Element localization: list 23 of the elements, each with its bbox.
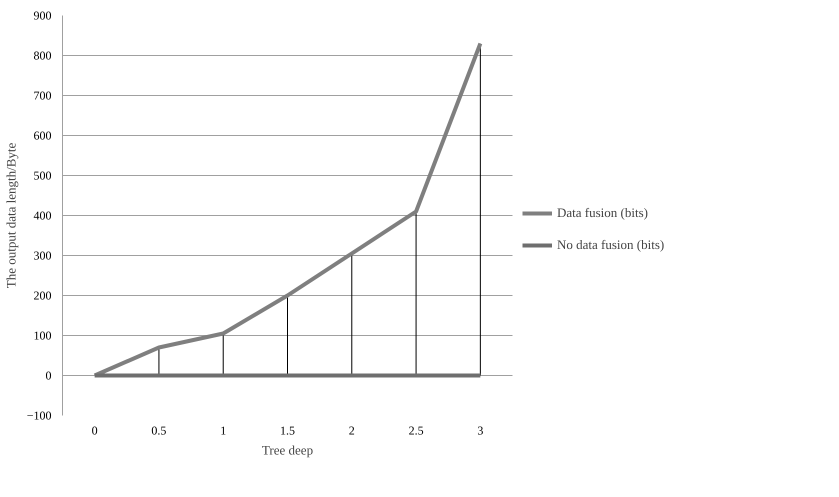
y-tick-label: 400: [34, 208, 52, 222]
y-tick-label: 700: [34, 88, 52, 102]
y-tick-label: 600: [34, 128, 52, 142]
y-tick-label: 200: [34, 288, 52, 302]
x-tick-label: 1: [220, 424, 226, 438]
x-tick-label: 1.5: [280, 424, 295, 438]
y-tick-label: 800: [34, 48, 52, 62]
y-tick-label: 500: [34, 168, 52, 182]
x-axis-title: Tree deep: [262, 442, 314, 458]
legend-label: No data fusion (bits): [557, 237, 664, 253]
x-tick-label: 3: [477, 424, 484, 438]
y-tick-label: 900: [34, 8, 52, 22]
line-series: [92, 42, 482, 378]
y-tick-label: 300: [34, 248, 52, 262]
y-tick-label: −100: [26, 408, 52, 422]
y-tick-label: 100: [34, 328, 52, 342]
x-tick-label: 2.5: [408, 424, 424, 438]
legend-label: Data fusion (bits): [557, 205, 648, 221]
x-tick-label: 2: [348, 424, 355, 438]
x-tick-label: 0: [92, 424, 98, 438]
x-tick-label: 0.5: [151, 424, 166, 438]
y-axis-title: The output data length/Byte: [4, 142, 19, 288]
y-tick-label: 0: [46, 368, 52, 382]
